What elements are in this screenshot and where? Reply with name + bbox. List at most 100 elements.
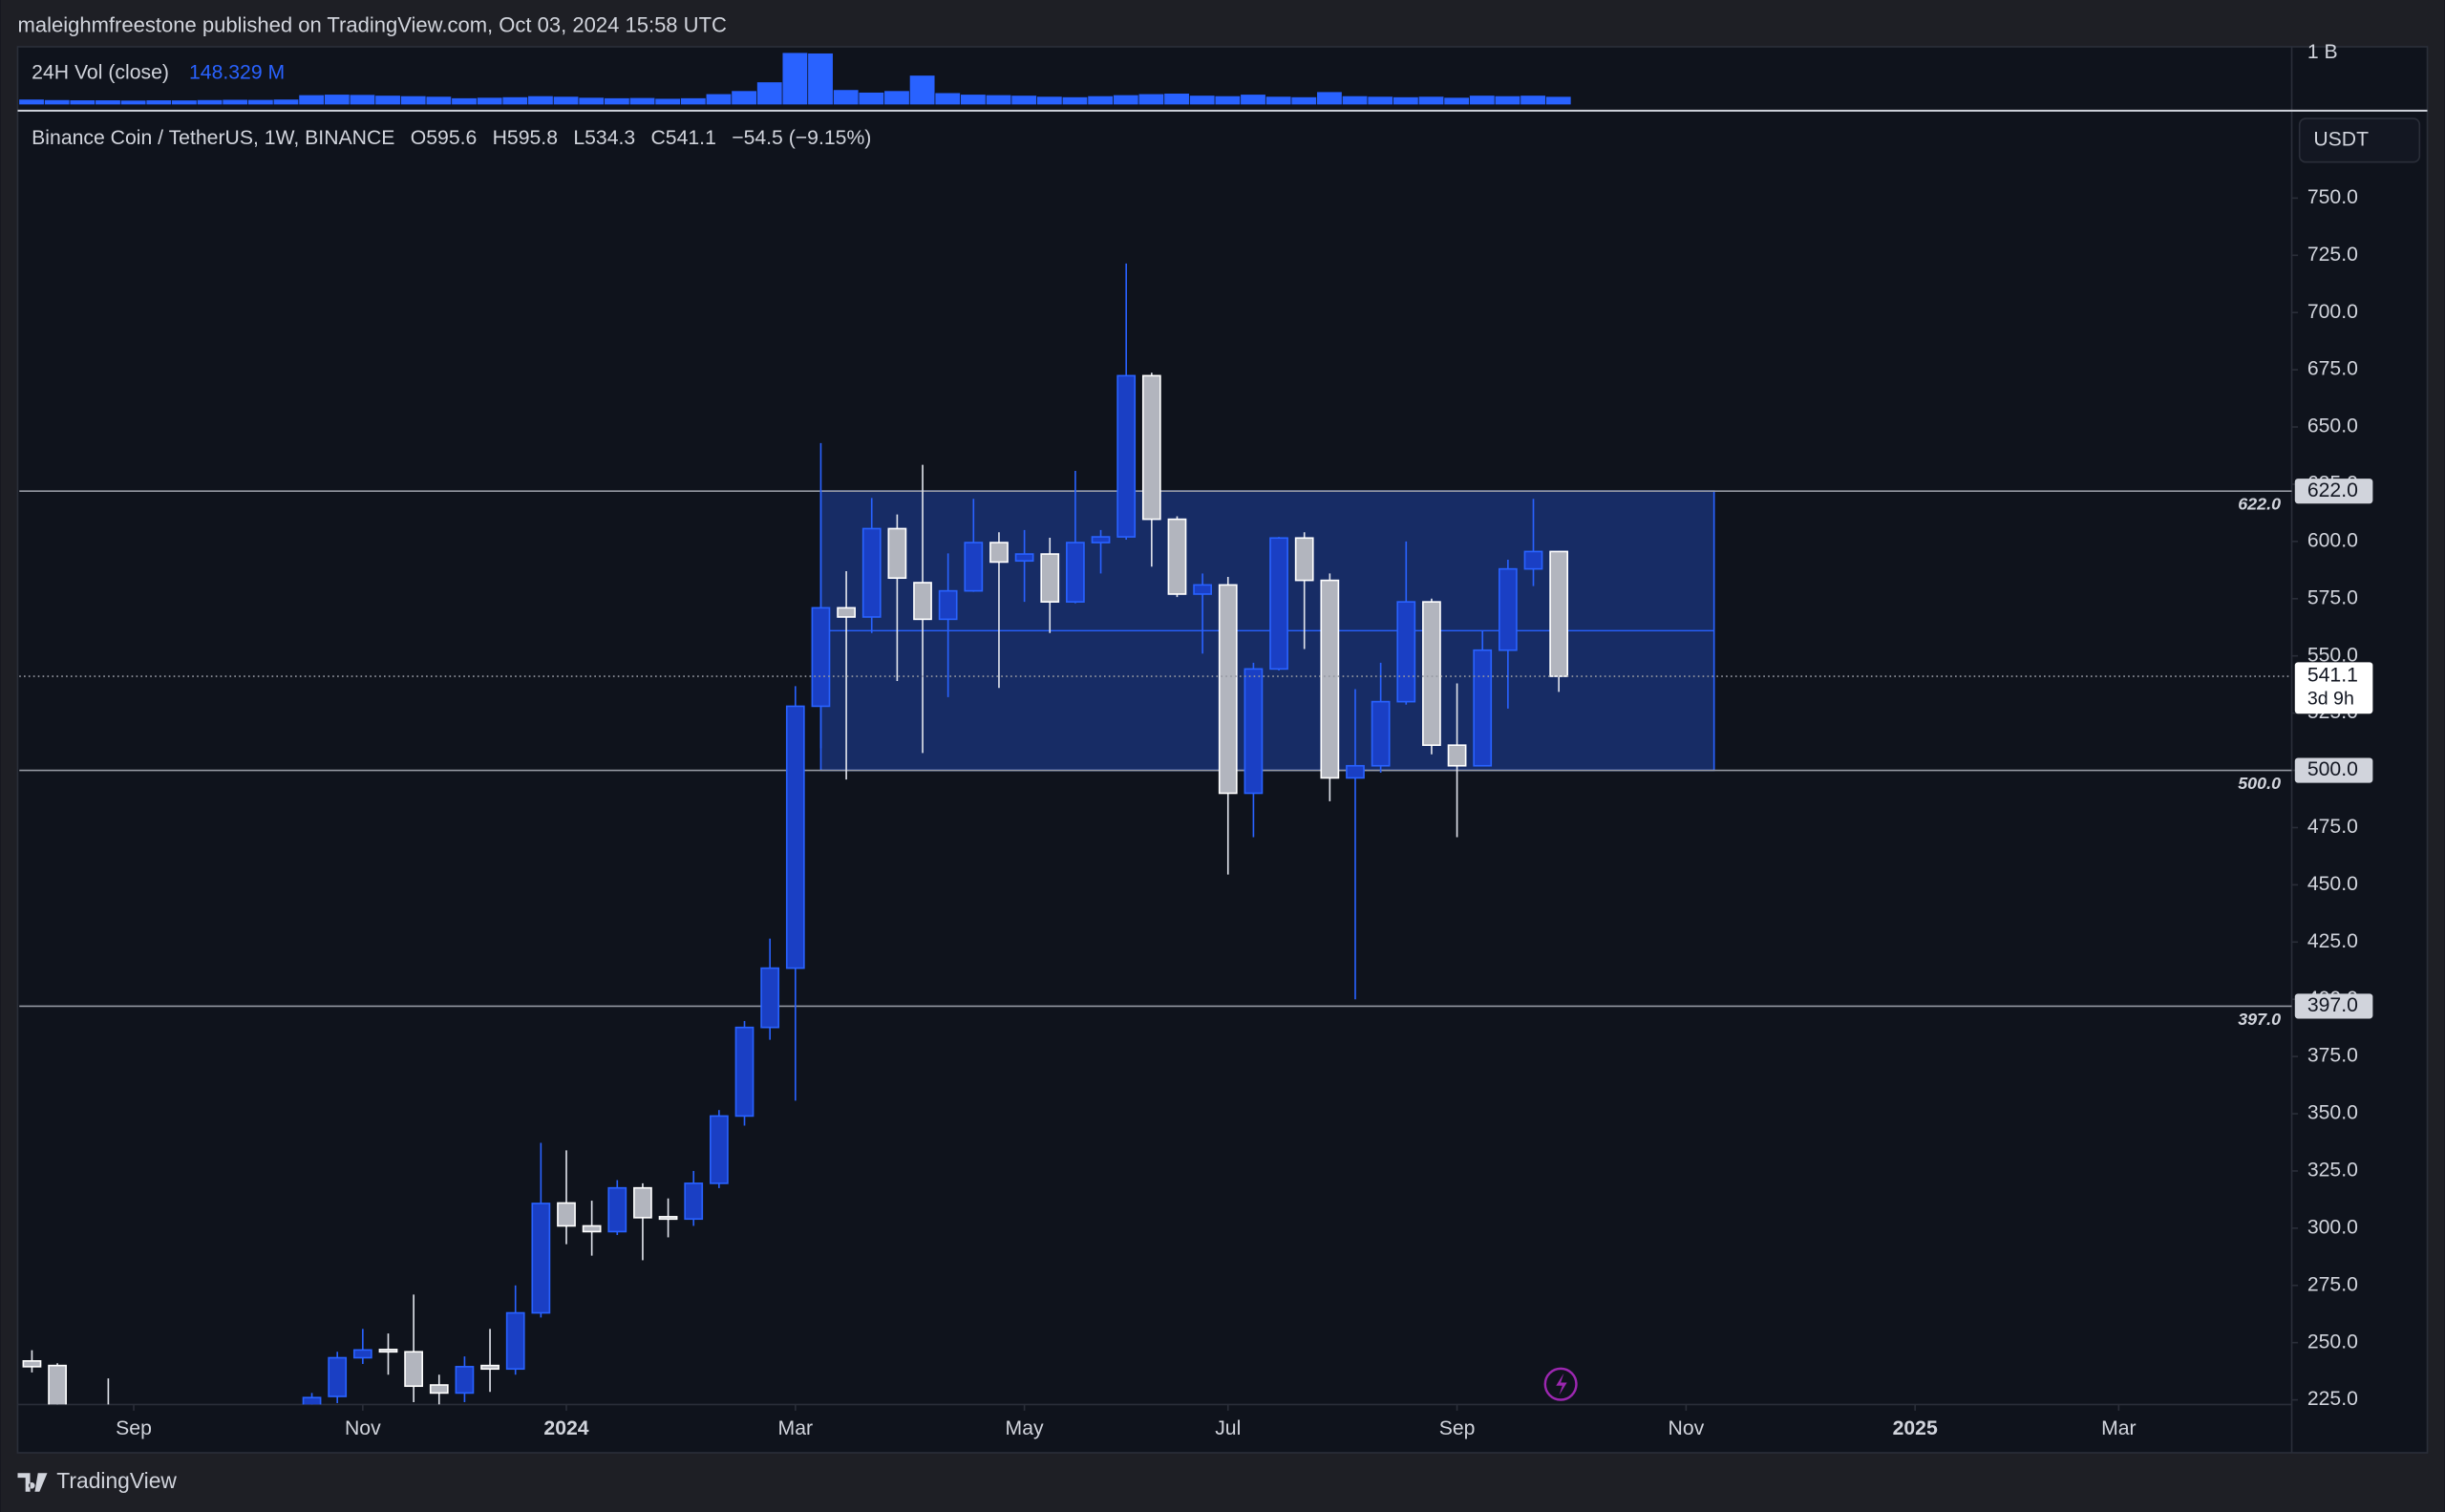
ohlc-value: 595.6 bbox=[426, 127, 477, 149]
volume-bar bbox=[375, 96, 400, 105]
volume-bar bbox=[782, 53, 808, 105]
y-tick-label: 425.0 bbox=[2307, 930, 2358, 952]
ohlc-value: 534.3 bbox=[585, 127, 635, 149]
candle-body bbox=[455, 1366, 475, 1395]
candle-body bbox=[505, 1311, 525, 1371]
price-badge bbox=[2294, 662, 2373, 714]
y-tick-label: 375.0 bbox=[2307, 1045, 2358, 1067]
candle-body bbox=[1320, 579, 1340, 779]
candle-body bbox=[1116, 374, 1137, 538]
volume-bar bbox=[604, 97, 629, 105]
candle-body bbox=[1218, 584, 1238, 795]
volume-bar bbox=[859, 92, 884, 105]
header: maleighmfreestone published on TradingVi… bbox=[17, 13, 727, 37]
y-tick-label: 225.0 bbox=[2307, 1388, 2358, 1410]
volume-bar bbox=[1138, 94, 1164, 105]
volume-bar bbox=[680, 97, 706, 105]
volume-bar bbox=[706, 94, 732, 105]
volume-bar bbox=[1495, 96, 1520, 105]
volume-bar bbox=[120, 100, 146, 105]
candle-body bbox=[1167, 518, 1187, 595]
legend: Binance Coin / TetherUS, 1W, BINANCE O595… bbox=[32, 127, 871, 149]
currency-box[interactable] bbox=[2298, 117, 2421, 163]
change: −54.5 (−9.15%) bbox=[732, 127, 871, 149]
volume-bar bbox=[400, 96, 426, 105]
volume-bar bbox=[1545, 96, 1571, 105]
ohlc-letter: C bbox=[651, 127, 666, 149]
candle-body bbox=[1091, 536, 1111, 543]
candle-body bbox=[531, 1203, 551, 1314]
y-tick-label: 300.0 bbox=[2307, 1216, 2358, 1238]
volume-bar bbox=[350, 95, 375, 105]
level-badge bbox=[2294, 993, 2373, 1019]
candle-body bbox=[1473, 649, 1493, 767]
candle-body bbox=[1447, 744, 1467, 767]
volume-bar bbox=[1469, 96, 1495, 105]
volume-bar bbox=[477, 97, 502, 105]
level-label: 500.0 bbox=[2238, 774, 2281, 793]
candle-body bbox=[684, 1182, 704, 1221]
y-tick-label: 325.0 bbox=[2307, 1160, 2358, 1182]
candle-body bbox=[785, 705, 805, 969]
y-tick-label: 575.0 bbox=[2307, 586, 2358, 608]
volume-bar bbox=[452, 97, 477, 105]
volume-bar bbox=[1291, 96, 1317, 105]
x-tick-label: Nov bbox=[345, 1417, 381, 1439]
y-tick-label: 750.0 bbox=[2307, 186, 2358, 208]
volume-readout: 148.329 M bbox=[189, 61, 285, 83]
volume-bar bbox=[1189, 96, 1215, 105]
volume-bar bbox=[935, 93, 961, 105]
volume-bar bbox=[579, 97, 605, 105]
x-tick-label: Mar bbox=[2101, 1417, 2137, 1439]
candle-body bbox=[1040, 553, 1060, 603]
volume-bar bbox=[146, 100, 172, 105]
lightning-icon[interactable] bbox=[1543, 1367, 1578, 1401]
y-tick-label: 275.0 bbox=[2307, 1273, 2358, 1295]
candle-body bbox=[1371, 700, 1391, 767]
ohlc-value: 541.1 bbox=[666, 127, 716, 149]
y-tick-label: 350.0 bbox=[2307, 1102, 2358, 1124]
ohlc-letter: L bbox=[573, 127, 585, 149]
volume-bar bbox=[732, 91, 757, 105]
y-tick-label: 700.0 bbox=[2307, 301, 2358, 323]
candle-body bbox=[480, 1364, 500, 1371]
candle-body bbox=[913, 582, 932, 621]
volume-bar bbox=[1444, 97, 1470, 105]
candle-body bbox=[1346, 764, 1365, 779]
candle-body bbox=[1294, 537, 1314, 582]
volume-bar bbox=[1164, 94, 1189, 105]
volume-bar bbox=[1342, 96, 1368, 105]
candle-body bbox=[1014, 553, 1034, 563]
volume-bar bbox=[273, 99, 299, 105]
y-tick-label: 650.0 bbox=[2307, 415, 2358, 437]
candle-body bbox=[989, 542, 1009, 564]
candle-body bbox=[887, 527, 907, 580]
volume-bar bbox=[884, 91, 909, 105]
candle-body bbox=[302, 1396, 322, 1405]
y-tick-label: 250.0 bbox=[2307, 1331, 2358, 1352]
level-label: 622.0 bbox=[2238, 495, 2281, 514]
volume-bar bbox=[19, 99, 44, 105]
candle-body bbox=[1498, 567, 1518, 651]
candle-body bbox=[811, 607, 831, 708]
candle-body bbox=[1244, 668, 1264, 795]
volume-bar bbox=[197, 99, 223, 105]
level-badge bbox=[2294, 479, 2373, 504]
volume-bar bbox=[324, 95, 350, 105]
volume-bar bbox=[655, 98, 681, 105]
volume-bar bbox=[96, 100, 120, 105]
candle-body bbox=[328, 1356, 348, 1397]
candle-body bbox=[1193, 584, 1212, 595]
x-tick-label: 2025 bbox=[1893, 1417, 1938, 1439]
level-badge-label: 622.0 bbox=[2307, 479, 2358, 501]
volume-bar bbox=[171, 100, 197, 105]
candle-body bbox=[429, 1384, 449, 1395]
price-pane bbox=[19, 263, 2292, 1405]
candle-body bbox=[964, 542, 984, 592]
countdown: 3d 9h bbox=[2307, 689, 2354, 710]
x-tick-label: 2024 bbox=[543, 1417, 588, 1439]
volume-bar bbox=[426, 96, 452, 105]
candle-body bbox=[709, 1115, 729, 1184]
